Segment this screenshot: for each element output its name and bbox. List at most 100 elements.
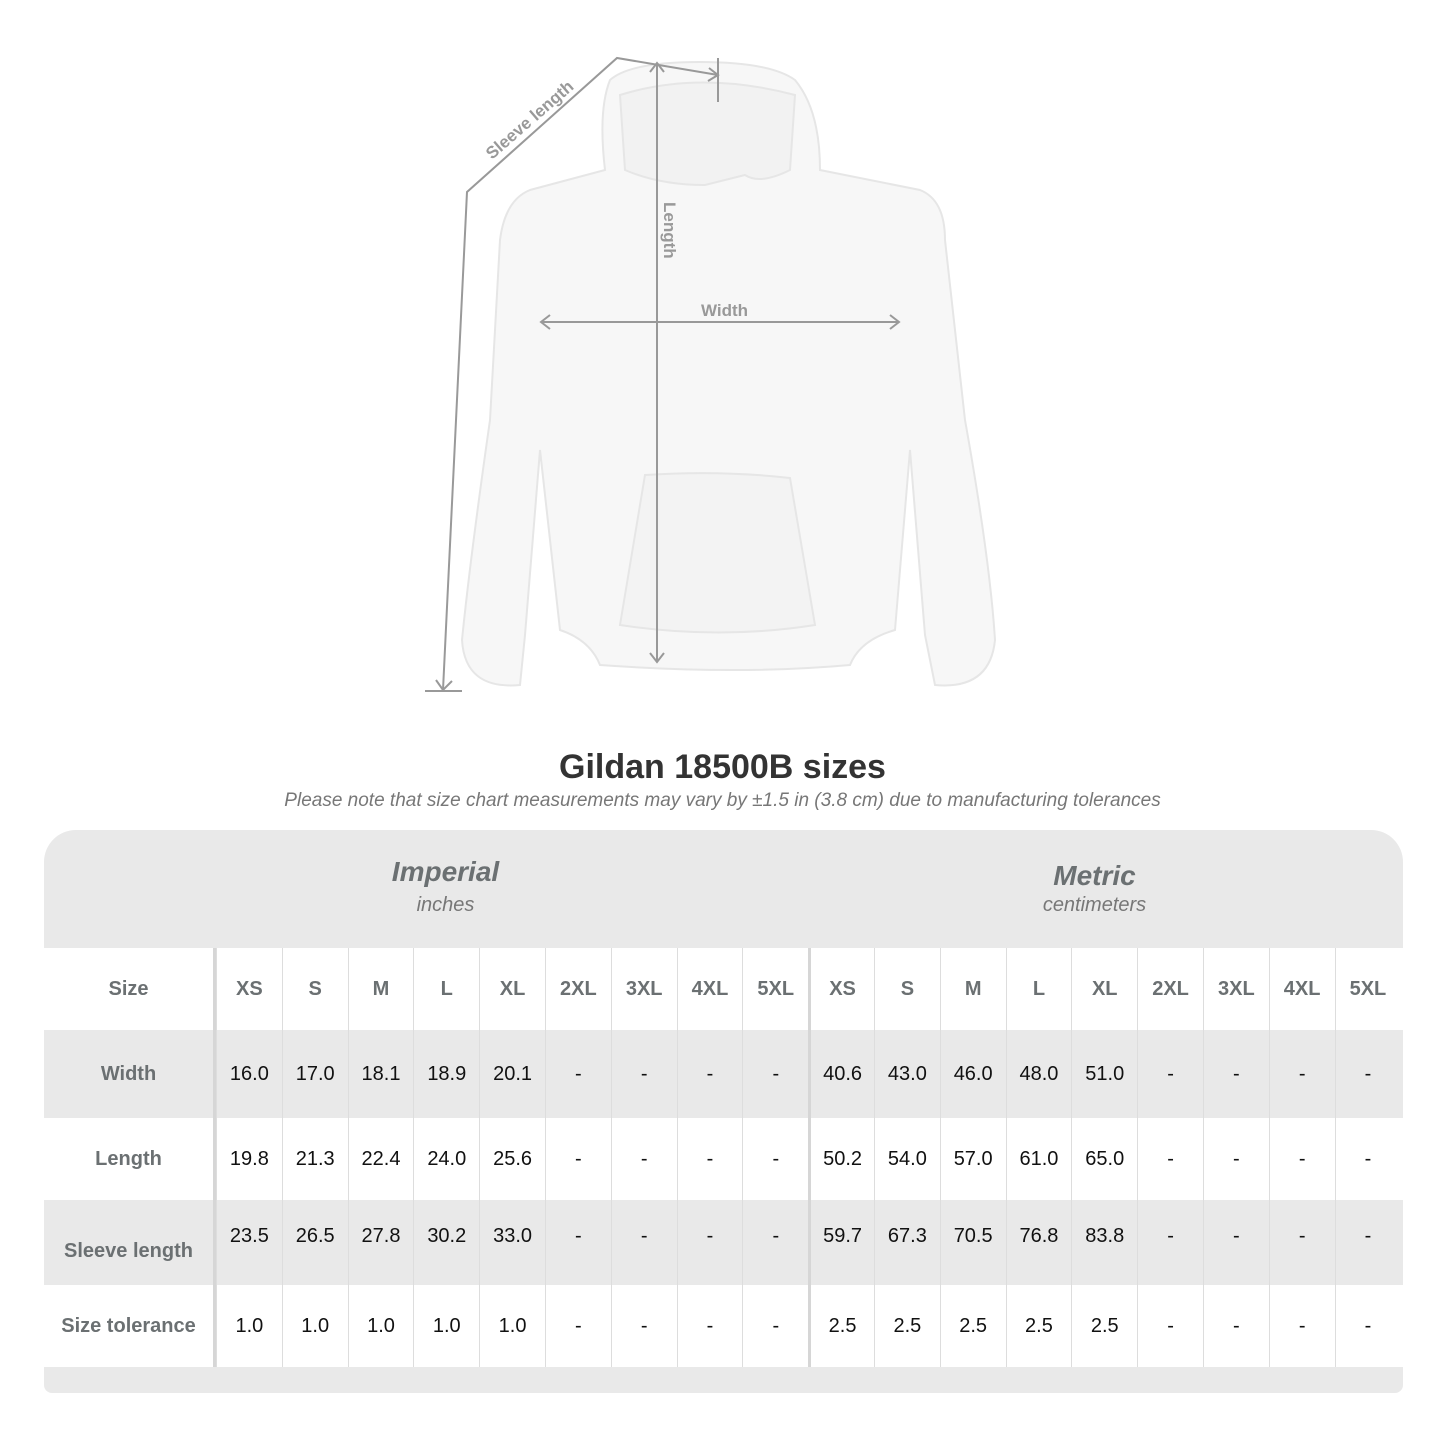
value-cell-metric: -	[1268, 1118, 1335, 1200]
metric-title: Metric	[1053, 860, 1136, 891]
value-cell-metric: 43.0	[873, 1030, 940, 1118]
value-cell-imperial: 1.0	[479, 1285, 545, 1367]
value-cell-metric: 61.0	[1005, 1118, 1072, 1200]
value-cell-imperial: 22.4	[347, 1118, 414, 1200]
value-cell-metric: 2.5	[1071, 1285, 1137, 1367]
value-cell-metric: 2.5	[939, 1285, 1006, 1367]
value-cell-metric: 40.6	[808, 1030, 874, 1118]
value-cell-imperial: -	[544, 1118, 611, 1200]
size-column-label: Size	[44, 948, 216, 1030]
value-cell-imperial: 24.0	[413, 1118, 479, 1200]
value-cell-metric: -	[1137, 1200, 1203, 1285]
size-header-imperial: L	[413, 948, 479, 1030]
value-cell-metric: -	[1334, 1285, 1401, 1367]
value-cell-imperial: 1.0	[413, 1285, 479, 1367]
value-cell-metric: -	[1137, 1118, 1203, 1200]
width-label: Width	[701, 301, 748, 320]
value-cell-imperial: -	[610, 1030, 677, 1118]
row-label: Sleeve length	[44, 1200, 216, 1285]
table-row: Width 16.0 17.0 18.1 18.9 20.1- - - -40.6 43.0 46.…	[44, 1030, 1403, 1118]
metric-header: Metric centimeters	[812, 830, 1377, 948]
value-cell-metric: 2.5	[1005, 1285, 1072, 1367]
value-cell-imperial: 1.0	[347, 1285, 414, 1367]
value-cell-metric: -	[1334, 1118, 1401, 1200]
value-cell-metric: -	[1137, 1030, 1203, 1118]
size-header-metric: XS	[808, 948, 874, 1030]
value-cell-imperial: 27.8	[347, 1200, 414, 1285]
value-cell-imperial: 23.5	[216, 1200, 282, 1285]
value-cell-metric: 2.5	[808, 1285, 874, 1367]
value-cell-imperial: -	[544, 1200, 611, 1285]
table-row: Size tolerance 1.0 1.0 1.0 1.0 1.0- - - -2.5 2.5 2…	[44, 1285, 1403, 1367]
imperial-title: Imperial	[391, 856, 500, 887]
size-header-imperial: 3XL	[610, 948, 677, 1030]
value-cell-imperial: 33.0	[479, 1200, 545, 1285]
value-cell-metric: 83.8	[1071, 1200, 1137, 1285]
sleeve-length-label: Sleeve length	[482, 77, 577, 163]
imperial-unit: inches	[416, 894, 475, 916]
imperial-header: Imperial inches	[218, 830, 673, 948]
value-cell-metric: 46.0	[939, 1030, 1006, 1118]
value-cell-imperial: 21.3	[281, 1118, 348, 1200]
value-cell-metric: 2.5	[873, 1285, 940, 1367]
row-label: Width	[44, 1030, 216, 1118]
value-cell-imperial: -	[610, 1200, 677, 1285]
size-table: Imperial inches Metric centimeters Size X…	[44, 830, 1403, 1393]
value-cell-imperial: 25.6	[479, 1118, 545, 1200]
sleeve-length-line	[442, 56, 719, 691]
value-cell-metric: 70.5	[939, 1200, 1006, 1285]
value-cell-metric: 51.0	[1071, 1030, 1137, 1118]
value-cell-imperial: 30.2	[413, 1200, 479, 1285]
size-header-imperial: XS	[216, 948, 282, 1030]
hoodie-image	[460, 60, 997, 687]
value-cell-imperial: 1.0	[281, 1285, 348, 1367]
value-cell-metric: -	[1334, 1200, 1401, 1285]
value-cell-metric: 67.3	[873, 1200, 940, 1285]
value-cell-imperial: 20.1	[479, 1030, 545, 1118]
size-header-imperial: M	[347, 948, 414, 1030]
page-title: Gildan 18500B sizes	[559, 748, 886, 786]
value-cell-metric: -	[1137, 1285, 1203, 1367]
value-cell-metric: 76.8	[1005, 1200, 1072, 1285]
value-cell-imperial: 17.0	[281, 1030, 348, 1118]
table-row: Length 19.8 21.3 22.4 24.0 25.6- - - -50.2 54.0 57…	[44, 1118, 1403, 1200]
row-label: Size tolerance	[44, 1285, 216, 1367]
size-header-metric: XL	[1071, 948, 1137, 1030]
value-cell-imperial: -	[742, 1118, 808, 1200]
value-cell-metric: -	[1202, 1285, 1269, 1367]
value-cell-metric: 57.0	[939, 1118, 1006, 1200]
value-cell-metric: -	[1268, 1200, 1335, 1285]
value-cell-imperial: -	[742, 1030, 808, 1118]
value-cell-metric: 50.2	[808, 1118, 874, 1200]
size-header-metric: 2XL	[1137, 948, 1203, 1030]
size-header-imperial: XL	[479, 948, 545, 1030]
tolerance-note: Please note that size chart measurements…	[284, 790, 1161, 811]
value-cell-imperial: -	[544, 1285, 611, 1367]
value-cell-metric: 59.7	[808, 1200, 874, 1285]
size-header-row: Size XS S M L XL 2XL 3XL 4XL 5XL XS S M L XL 2XL 3XL 4XL 5…	[44, 948, 1403, 1030]
row-label: Length	[44, 1118, 216, 1200]
size-header-imperial: 4XL	[676, 948, 743, 1030]
size-header-imperial: S	[281, 948, 348, 1030]
value-cell-metric: 54.0	[873, 1118, 940, 1200]
value-cell-metric: -	[1268, 1030, 1335, 1118]
hoodie-measurement-diagram: Sleeve length Length Width	[425, 56, 997, 692]
value-cell-imperial: -	[610, 1285, 677, 1367]
value-cell-imperial: 1.0	[216, 1285, 282, 1367]
value-cell-imperial: -	[676, 1200, 743, 1285]
value-cell-metric: -	[1202, 1200, 1269, 1285]
value-cell-imperial: -	[676, 1118, 743, 1200]
value-cell-metric: -	[1202, 1030, 1269, 1118]
value-cell-imperial: 16.0	[216, 1030, 282, 1118]
value-cell-imperial: -	[676, 1285, 743, 1367]
size-header-imperial: 2XL	[544, 948, 611, 1030]
value-cell-metric: 65.0	[1071, 1118, 1137, 1200]
size-header-metric: 3XL	[1202, 948, 1269, 1030]
length-label: Length	[660, 202, 679, 259]
size-header-imperial: 5XL	[742, 948, 808, 1030]
value-cell-imperial: -	[610, 1118, 677, 1200]
size-header-metric: S	[873, 948, 940, 1030]
value-cell-imperial: -	[676, 1030, 743, 1118]
size-header-metric: 4XL	[1268, 948, 1335, 1030]
table-row: Sleeve length 23.5 26.5 27.8 30.2 33.0- - - -59.…	[44, 1200, 1403, 1285]
